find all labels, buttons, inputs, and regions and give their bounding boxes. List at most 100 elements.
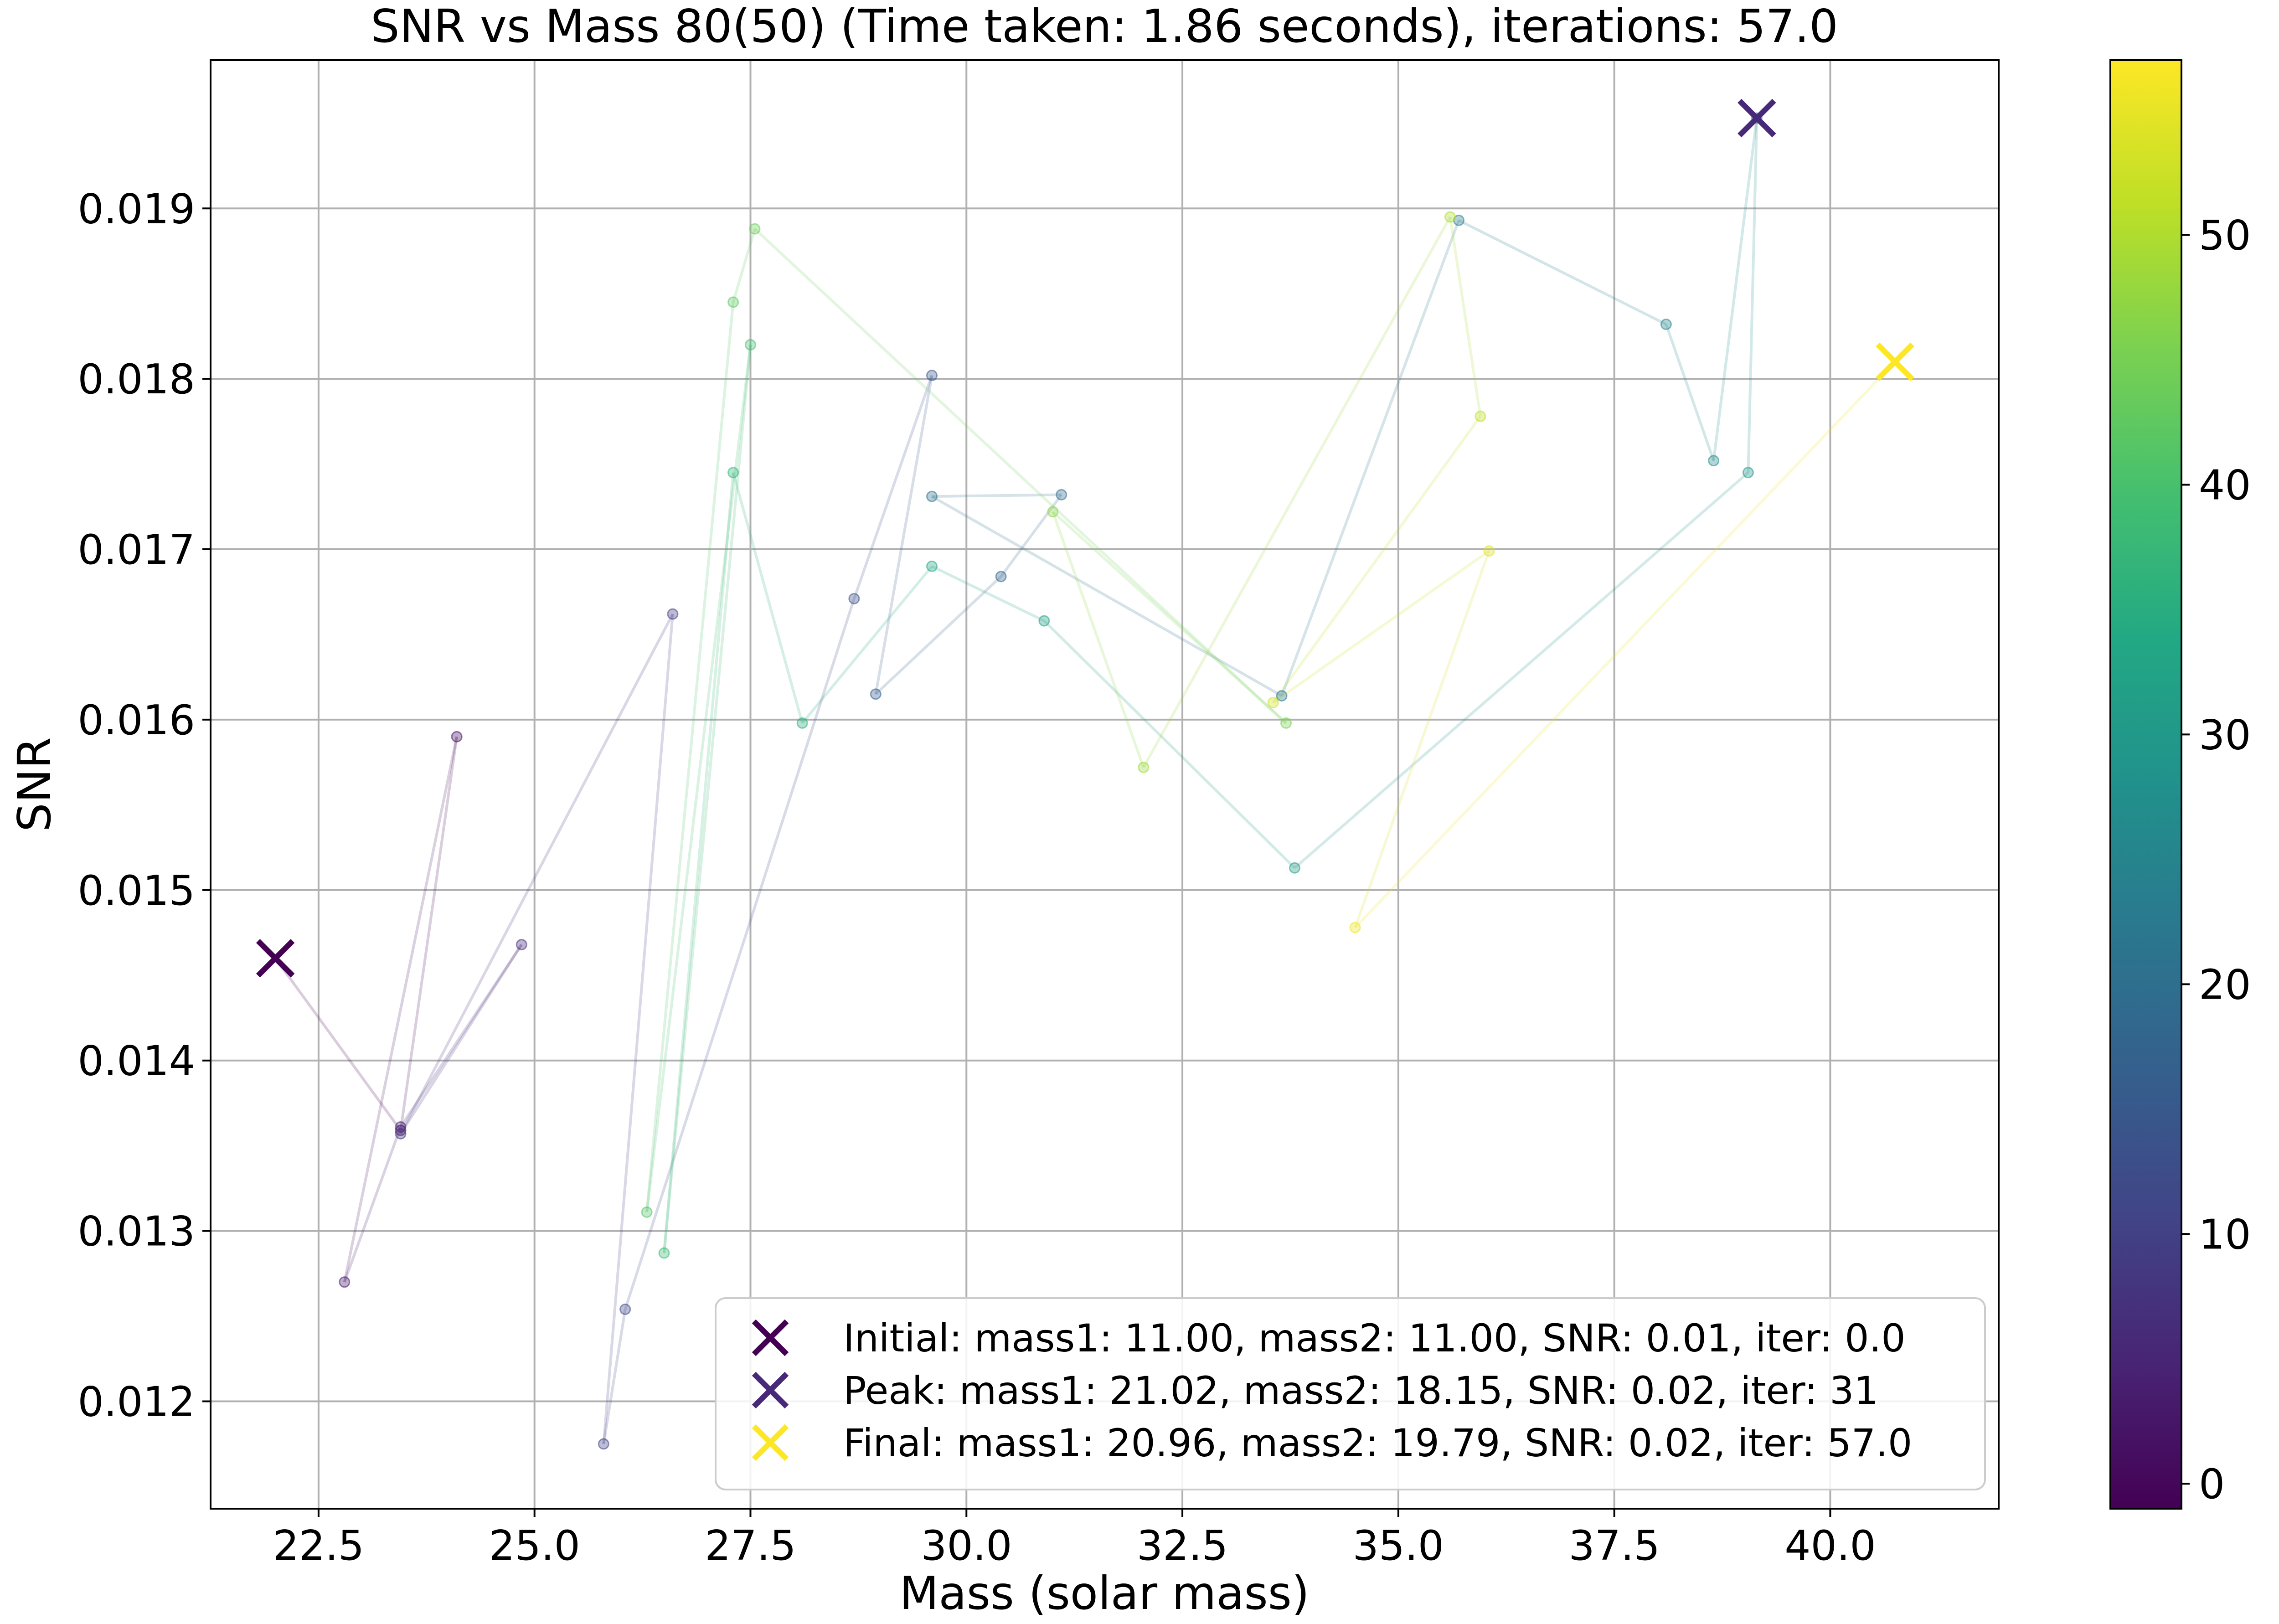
path-segment (1043, 619, 1296, 869)
path-segment (875, 575, 1002, 696)
path-segment (1747, 118, 1758, 473)
legend-label: Initial: mass1: 11.00, mass2: 11.00, SNR… (843, 1316, 1906, 1361)
peak-marker (1738, 98, 1776, 138)
x-tick-label: 35.0 (1353, 1522, 1444, 1570)
legend-item-final: Final: mass1: 20.96, mass2: 19.79, SNR: … (752, 1421, 1912, 1465)
iteration-point (1267, 697, 1279, 709)
path-segment (732, 472, 804, 724)
colorbar-ticks: 0 10 20 30 40 50 (2181, 212, 2251, 1508)
legend-label: Peak: mass1: 21.02, mass2: 18.15, SNR: 0… (843, 1368, 1878, 1413)
iteration-point (1708, 455, 1720, 467)
path-segment (399, 736, 459, 1131)
iteration-point (658, 1247, 670, 1259)
iteration-point (598, 1438, 609, 1450)
path-segment (1142, 216, 1452, 768)
iteration-point (516, 938, 527, 950)
path-segment (932, 493, 1062, 498)
iteration-point (727, 296, 739, 308)
cross-stroke (752, 1319, 789, 1356)
y-tick-label: 0.018 (77, 356, 195, 403)
optimization-points (339, 112, 1763, 1450)
iteration-point (1289, 862, 1300, 874)
legend-label: Final: mass1: 20.96, mass2: 19.79, SNR: … (843, 1421, 1912, 1465)
legend-box (715, 1297, 1986, 1490)
path-segment (1272, 415, 1482, 704)
cross-stroke (752, 1424, 789, 1461)
grid-lines (211, 60, 1999, 1509)
x-axis-ticks: 22.5 25.0 27.5 30.0 32.5 35.0 37.5 40.0 (273, 1509, 1876, 1570)
iteration-point (1280, 717, 1292, 729)
path-segment (343, 736, 459, 1283)
final-marker (1876, 342, 1914, 382)
iteration-point (1660, 319, 1672, 330)
x-tick-label: 32.5 (1137, 1522, 1228, 1570)
path-segment (602, 614, 674, 1444)
colorbar-tick-label: 10 (2199, 1211, 2251, 1258)
path-segment (732, 228, 756, 303)
path-segment (1051, 511, 1145, 768)
path-segment (931, 565, 1045, 622)
iteration-point (926, 490, 938, 502)
path-segment (1052, 510, 1287, 724)
y-tick-label: 0.015 (77, 867, 195, 915)
path-segment (753, 227, 1287, 724)
cross-stroke (1876, 342, 1914, 382)
iteration-point (926, 560, 938, 572)
initial-marker (256, 939, 295, 978)
path-segment (399, 943, 523, 1135)
y-tick-label: 0.014 (77, 1037, 195, 1085)
colorbar-tick-label: 40 (2199, 461, 2251, 509)
y-tick-label: 0.016 (77, 696, 195, 744)
path-segment (645, 302, 735, 1212)
path-segment (1000, 494, 1063, 577)
path-segment (645, 345, 752, 1212)
path-segment (399, 613, 674, 1134)
y-tick-label: 0.012 (77, 1378, 195, 1426)
optimization-path (274, 118, 1896, 1444)
colorbar-tick-label: 0 (2199, 1460, 2225, 1508)
y-axis-label: SNR (8, 737, 61, 832)
path-segment (1294, 471, 1749, 869)
path-segment (1665, 324, 1715, 461)
path-segment (343, 1126, 402, 1283)
iteration-point (749, 223, 761, 235)
x-tick-label: 25.0 (489, 1522, 580, 1570)
path-segment (801, 565, 933, 724)
y-tick-label: 0.017 (77, 526, 195, 574)
iteration-point (1276, 690, 1288, 702)
path-segment (274, 957, 402, 1131)
legend-marker (752, 1371, 789, 1409)
path-segment (399, 943, 523, 1128)
iteration-point (1444, 211, 1456, 223)
path-segment (1458, 219, 1667, 326)
path-segment (1449, 217, 1482, 417)
iteration-point (1475, 410, 1486, 422)
iteration-point (1138, 762, 1150, 773)
x-tick-label: 40.0 (1784, 1522, 1876, 1570)
path-segment (662, 472, 735, 1253)
legend-item-initial: Initial: mass1: 11.00, mass2: 11.00, SNR… (752, 1316, 1906, 1361)
plot-frame (210, 59, 2000, 1510)
path-segment (853, 375, 933, 599)
iteration-point (395, 1128, 407, 1139)
iteration-point (451, 731, 463, 742)
plot-background (211, 60, 1999, 1509)
path-segment (874, 375, 933, 695)
path-segment (662, 345, 752, 1253)
legend-item-peak: Peak: mass1: 21.02, mass2: 18.15, SNR: 0… (752, 1368, 1878, 1413)
iteration-point (339, 1276, 351, 1288)
iteration-point (1038, 615, 1050, 627)
path-segment (1280, 220, 1460, 696)
x-tick-label: 30.0 (921, 1522, 1012, 1570)
cross-stroke (1738, 98, 1776, 138)
key-markers (256, 98, 1914, 978)
iteration-point (926, 370, 938, 382)
iteration-point (870, 688, 882, 700)
x-tick-label: 37.5 (1568, 1522, 1660, 1570)
path-segment (602, 1309, 627, 1444)
path-segment (1272, 550, 1490, 704)
colorbar (2109, 59, 2182, 1510)
iteration-point (1349, 922, 1361, 933)
iteration-point (727, 467, 739, 479)
